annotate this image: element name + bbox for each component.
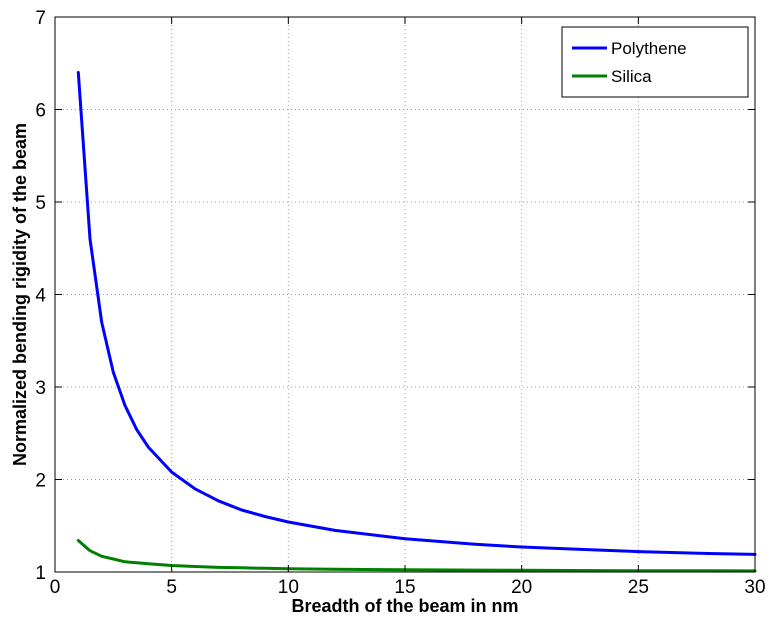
y-tick-label: 3 xyxy=(35,378,46,399)
y-tick-label: 7 xyxy=(35,8,46,29)
legend: Polythene Silica xyxy=(561,26,749,98)
y-tick-label: 4 xyxy=(35,286,46,307)
y-tick-label: 6 xyxy=(35,101,46,122)
legend-box xyxy=(561,26,749,98)
x-tick-label: 30 xyxy=(744,577,765,598)
y-tick-label: 2 xyxy=(35,471,46,492)
x-tick-label: 25 xyxy=(628,577,649,598)
series-lines xyxy=(76,71,757,573)
y-axis-label: Normalized bending rigidity of the beam xyxy=(10,123,30,466)
x-tick-label: 10 xyxy=(278,577,299,598)
x-tick-label: 0 xyxy=(50,577,61,598)
series-line-polythene xyxy=(76,71,757,556)
x-tick-label: 5 xyxy=(166,577,177,598)
x-tick-label: 20 xyxy=(511,577,532,598)
series-line-silica xyxy=(76,539,757,573)
legend-label-polythene: Polythene xyxy=(611,39,687,58)
y-tick-label: 1 xyxy=(35,563,46,584)
x-axis-label: Breadth of the beam in nm xyxy=(291,596,518,616)
x-tick-label: 15 xyxy=(394,577,415,598)
legend-label-silica: Silica xyxy=(611,67,652,86)
y-tick-label: 5 xyxy=(35,193,46,214)
axis-ticks: 0 5 10 15 20 25 30 1 2 3 4 5 6 7 xyxy=(35,8,765,598)
grid xyxy=(55,17,755,572)
